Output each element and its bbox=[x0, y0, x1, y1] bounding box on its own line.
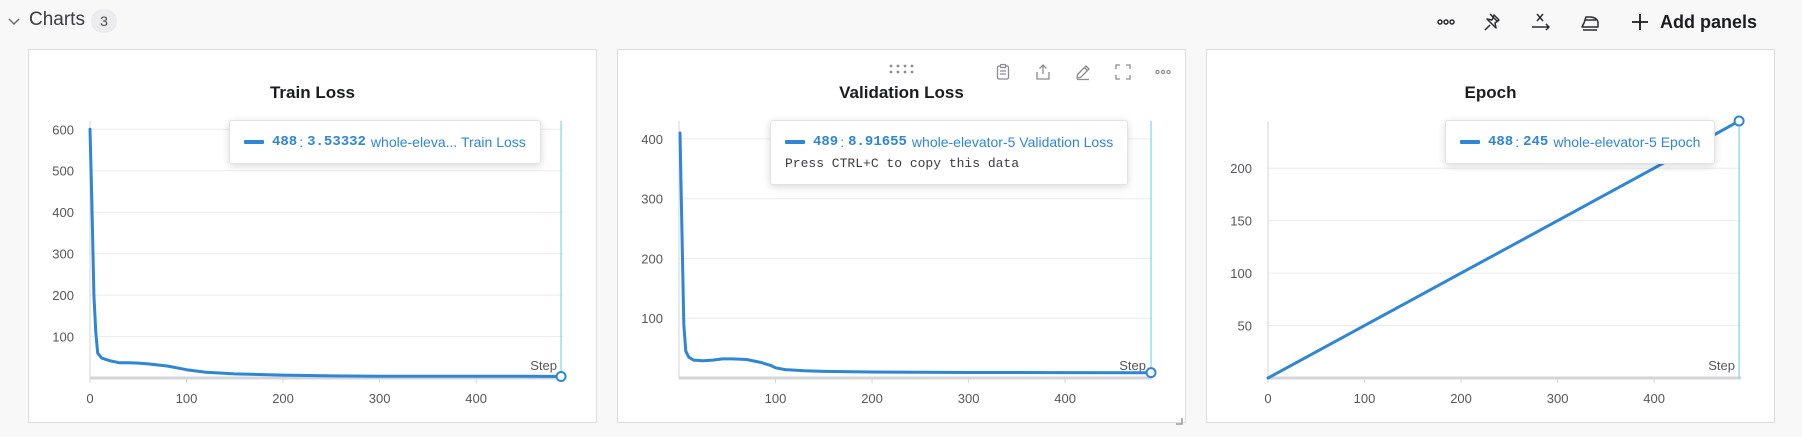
tooltip-step: 489 bbox=[813, 134, 839, 150]
line-chart[interactable]: 100 200 300 400 500 600 0 100 200 300 400 Step bbox=[29, 50, 598, 424]
hover-tooltip: 488 : 3.53332 whole-eleva... Train Loss bbox=[229, 120, 541, 164]
export-button[interactable] bbox=[1027, 59, 1059, 85]
tooltip-series-name: whole-elevator-5 Epoch bbox=[1553, 134, 1701, 150]
edit-icon bbox=[1076, 65, 1090, 81]
x-tick-label: 200 bbox=[272, 391, 294, 406]
more-icon bbox=[1155, 69, 1171, 75]
grip-icon bbox=[889, 64, 914, 74]
series-swatch bbox=[1460, 140, 1480, 144]
y-tick-label: 100 bbox=[1230, 266, 1252, 281]
x-tick-label: 400 bbox=[465, 391, 487, 406]
x-tick-label: 300 bbox=[958, 391, 980, 406]
y-tick-label: 600 bbox=[52, 122, 74, 137]
chart-title: Validation Loss bbox=[839, 83, 964, 102]
collapse-toggle[interactable] bbox=[6, 8, 22, 34]
fullscreen-icon bbox=[1115, 64, 1131, 80]
x-axis-label: Step bbox=[1708, 358, 1735, 373]
section-more-button[interactable] bbox=[1430, 7, 1462, 37]
x-tick-label: 0 bbox=[86, 391, 93, 406]
chevron-down-icon bbox=[8, 18, 20, 26]
tooltip-separator: : bbox=[840, 134, 845, 150]
series-line bbox=[678, 131, 1153, 375]
tooltip-series-name: whole-eleva... Train Loss bbox=[370, 134, 526, 150]
edit-button[interactable] bbox=[1067, 59, 1099, 85]
tooltip-separator: : bbox=[1515, 134, 1520, 150]
x-tick-label: 400 bbox=[1643, 391, 1665, 406]
y-tick-label: 300 bbox=[641, 192, 663, 207]
resize-corner-icon bbox=[1176, 418, 1183, 425]
x-tick-label: 400 bbox=[1054, 391, 1076, 406]
tooltip-series-name: whole-elevator-5 Validation Loss bbox=[911, 134, 1114, 150]
panel-count-badge: 3 bbox=[91, 9, 117, 33]
smoothing-icon bbox=[1581, 16, 1599, 31]
y-tick-label: 100 bbox=[52, 330, 74, 345]
hover-tooltip: 488 : 245 whole-elevator-5 Epoch bbox=[1445, 120, 1716, 164]
y-tick-label: 200 bbox=[641, 251, 663, 266]
hover-tooltip: 489 : 8.91655 whole-elevator-5 Validatio… bbox=[770, 120, 1129, 185]
y-tick-label: 50 bbox=[1238, 319, 1252, 334]
chart-panel-validation-loss[interactable]: Validation Loss 100 200 300 400 100 200 300 400… bbox=[617, 49, 1187, 425]
tooltip-separator: : bbox=[299, 134, 304, 150]
chart-panel-epoch[interactable]: Epoch 50 100 150 200 0 100 200 300 400 Step 488 :… bbox=[1206, 49, 1775, 423]
y-tick-label: 400 bbox=[641, 132, 663, 147]
tooltip-value: 8.91655 bbox=[848, 134, 907, 150]
more-icon bbox=[1437, 19, 1455, 25]
chart-title: Epoch bbox=[1464, 83, 1517, 102]
line-chart[interactable]: 50 100 150 200 0 100 200 300 400 Step bbox=[1207, 50, 1776, 424]
export-icon bbox=[1036, 64, 1050, 80]
series-line bbox=[88, 127, 563, 378]
tooltip-value: 3.53332 bbox=[307, 134, 366, 150]
section-title[interactable]: Charts bbox=[29, 9, 85, 30]
line-chart[interactable]: 100 200 300 400 100 200 300 400 Step bbox=[618, 50, 1187, 424]
x-tick-label: 100 bbox=[1354, 391, 1376, 406]
plus-icon bbox=[1632, 14, 1648, 30]
copy-button[interactable] bbox=[987, 59, 1019, 85]
y-tick-label: 500 bbox=[52, 164, 74, 179]
add-panels-label: Add panels bbox=[1660, 11, 1758, 32]
x-tick-label: 200 bbox=[1450, 391, 1472, 406]
chart-title: Train Loss bbox=[269, 83, 356, 102]
x-tick-label: 100 bbox=[176, 391, 198, 406]
resize-handle[interactable] bbox=[1175, 412, 1183, 425]
add-panels-button[interactable]: Add panels bbox=[1630, 7, 1757, 37]
y-tick-label: 200 bbox=[1230, 161, 1252, 176]
tooltip-value: 245 bbox=[1523, 134, 1549, 150]
x-axis-button[interactable] bbox=[1525, 7, 1557, 37]
pin-button[interactable] bbox=[1477, 7, 1509, 37]
hover-point bbox=[1145, 367, 1157, 379]
y-tick-label: 300 bbox=[52, 247, 74, 262]
smoothing-button[interactable] bbox=[1574, 7, 1606, 37]
x-tick-label: 100 bbox=[765, 391, 787, 406]
drag-handle[interactable] bbox=[888, 62, 918, 74]
section-header: Charts 3 Add panels bbox=[0, 0, 1802, 44]
x-tick-label: 300 bbox=[1547, 391, 1569, 406]
x-tick-label: 300 bbox=[369, 391, 391, 406]
fullscreen-button[interactable] bbox=[1107, 59, 1139, 85]
x-tick-label: 0 bbox=[1264, 391, 1271, 406]
panel-more-button[interactable] bbox=[1147, 59, 1179, 85]
x-axis-icon bbox=[1532, 13, 1551, 31]
x-axis-label: Step bbox=[1119, 358, 1146, 373]
copy-hint: Press CTRL+C to copy this data bbox=[785, 156, 1020, 171]
x-axis-label: Step bbox=[530, 358, 557, 373]
y-tick-label: 200 bbox=[52, 288, 74, 303]
tooltip-step: 488 bbox=[1488, 134, 1514, 150]
panel-actions bbox=[987, 59, 1179, 85]
series-swatch bbox=[244, 140, 264, 144]
tooltip-step: 488 bbox=[272, 134, 298, 150]
y-tick-label: 400 bbox=[52, 205, 74, 220]
y-tick-label: 150 bbox=[1230, 214, 1252, 229]
clipboard-icon bbox=[996, 63, 1010, 80]
series-swatch bbox=[785, 140, 805, 144]
pin-icon bbox=[1484, 13, 1500, 31]
y-tick-label: 100 bbox=[641, 311, 663, 326]
hover-point bbox=[555, 371, 567, 383]
hover-point bbox=[1733, 115, 1745, 127]
x-tick-label: 200 bbox=[861, 391, 883, 406]
chart-panel-train-loss[interactable]: Train Loss 100 200 300 400 500 600 0 100 200 300 4… bbox=[28, 49, 597, 423]
